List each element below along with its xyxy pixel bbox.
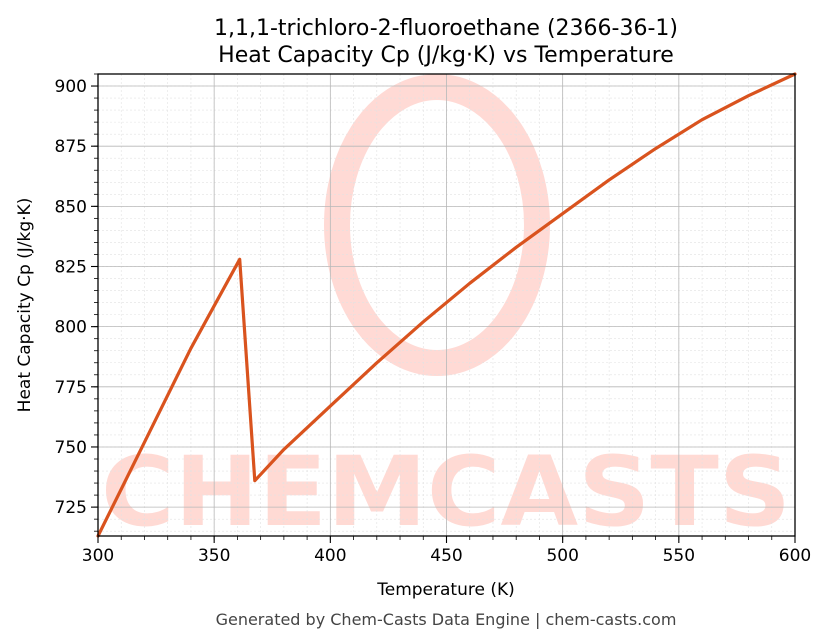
y-tick-label: 850	[55, 197, 87, 217]
y-axis-ticks: 725 750 775 800 825 850 875 900	[55, 73, 98, 532]
y-axis-label: Heat Capacity Cp (J/kg·K)	[15, 198, 35, 413]
x-tick-label: 450	[430, 546, 462, 566]
x-axis-ticks: 300 350 400 450 500 550 600	[82, 536, 811, 566]
series-line	[96, 72, 797, 538]
x-tick-label: 500	[546, 546, 578, 566]
watermark-logo-ring	[324, 74, 550, 376]
y-tick-label: 725	[55, 498, 87, 518]
footer-credit: Generated by Chem-Casts Data Engine | ch…	[216, 610, 677, 629]
chart-title-line1: 1,1,1-trichloro-2-fluoroethane (2366-36-…	[214, 16, 678, 41]
x-axis-label: Temperature (K)	[376, 580, 515, 600]
chart-title-line2: Heat Capacity Cp (J/kg·K) vs Temperature	[218, 43, 674, 68]
watermark: CHEMCASTS	[101, 74, 791, 548]
watermark-text: CHEMCASTS	[101, 436, 791, 548]
y-tick-label: 800	[55, 318, 87, 338]
y-tick-label: 900	[55, 77, 87, 97]
x-tick-label: 300	[82, 546, 114, 566]
y-tick-label: 750	[55, 438, 87, 458]
x-tick-label: 550	[663, 546, 695, 566]
x-tick-label: 400	[314, 546, 346, 566]
y-tick-label: 875	[55, 137, 87, 157]
x-tick-label: 600	[779, 546, 811, 566]
y-tick-label: 775	[55, 378, 87, 398]
x-tick-label: 350	[198, 546, 230, 566]
y-tick-label: 825	[55, 258, 87, 278]
